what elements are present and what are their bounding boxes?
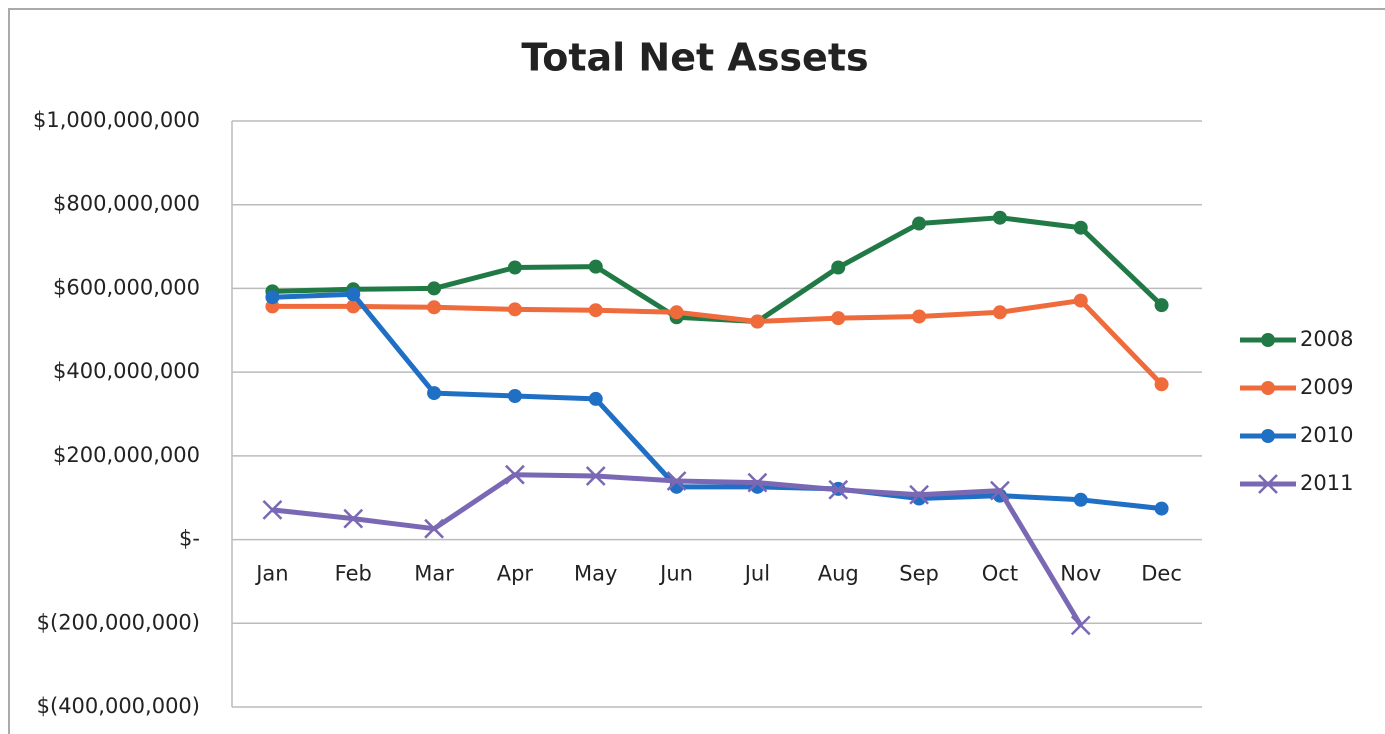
x-tick-label: Nov <box>1060 562 1101 586</box>
marker <box>588 259 603 274</box>
y-tick-label: $1,000,000,000 <box>33 108 200 132</box>
marker <box>1070 615 1091 636</box>
marker <box>346 287 361 302</box>
marker <box>912 216 927 231</box>
marker <box>427 386 442 401</box>
legend-label: 2009 <box>1300 375 1353 399</box>
marker <box>750 314 765 329</box>
marker <box>909 484 929 505</box>
marker <box>346 299 361 314</box>
chart-border <box>8 8 1385 734</box>
series-line <box>272 291 1162 512</box>
marker <box>427 300 442 315</box>
marker <box>1073 492 1088 507</box>
legend-marker <box>1261 381 1275 395</box>
x-tick-label: Mar <box>414 562 454 586</box>
y-tick-label: $800,000,000 <box>53 192 200 216</box>
marker <box>427 281 442 296</box>
x-tick-label: Oct <box>982 562 1018 586</box>
legend-label: 2008 <box>1300 327 1353 351</box>
marker <box>588 303 603 318</box>
legend-marker <box>1261 333 1275 347</box>
marker <box>669 305 684 320</box>
chart-title: Total Net Assets <box>521 36 868 80</box>
marker <box>1073 220 1088 235</box>
series-line <box>272 298 1164 387</box>
marker <box>747 472 768 493</box>
marker <box>265 290 280 305</box>
marker <box>262 499 283 520</box>
y-tick-label: $- <box>179 527 200 551</box>
marker <box>992 305 1007 320</box>
legend-marker <box>1258 474 1278 494</box>
marker <box>831 311 846 326</box>
x-tick-label: Aug <box>818 562 859 586</box>
legend-label: 2011 <box>1300 471 1353 495</box>
y-tick-label: $200,000,000 <box>53 443 200 467</box>
marker <box>1154 298 1169 313</box>
x-tick-label: Jun <box>658 562 693 586</box>
x-tick-label: Dec <box>1141 562 1182 586</box>
marker <box>1154 501 1169 516</box>
marker <box>828 479 849 500</box>
marker <box>505 464 525 485</box>
marker <box>912 309 927 324</box>
marker <box>424 518 444 539</box>
marker <box>588 391 603 406</box>
marker <box>1154 377 1169 392</box>
x-tick-label: Jul <box>743 562 770 586</box>
x-tick-label: Jan <box>254 562 288 586</box>
marker <box>666 471 687 491</box>
marker <box>507 302 522 317</box>
x-tick-label: May <box>574 562 617 586</box>
marker <box>831 260 846 275</box>
marker <box>1073 293 1088 308</box>
x-tick-label: Sep <box>899 562 939 586</box>
y-tick-label: $600,000,000 <box>53 275 200 299</box>
x-tick-label: Feb <box>335 562 372 586</box>
marker <box>992 210 1007 225</box>
marker <box>507 260 522 275</box>
y-tick-label: $400,000,000 <box>53 359 200 383</box>
x-tick-label: Apr <box>497 562 534 586</box>
y-tick-label: $(400,000,000) <box>37 694 200 718</box>
legend-marker <box>1261 429 1275 443</box>
legend-label: 2010 <box>1300 423 1353 447</box>
marker <box>507 389 522 404</box>
marker <box>585 466 606 486</box>
marker <box>990 480 1010 501</box>
y-tick-label: $(200,000,000) <box>37 610 200 634</box>
marker <box>343 508 364 529</box>
